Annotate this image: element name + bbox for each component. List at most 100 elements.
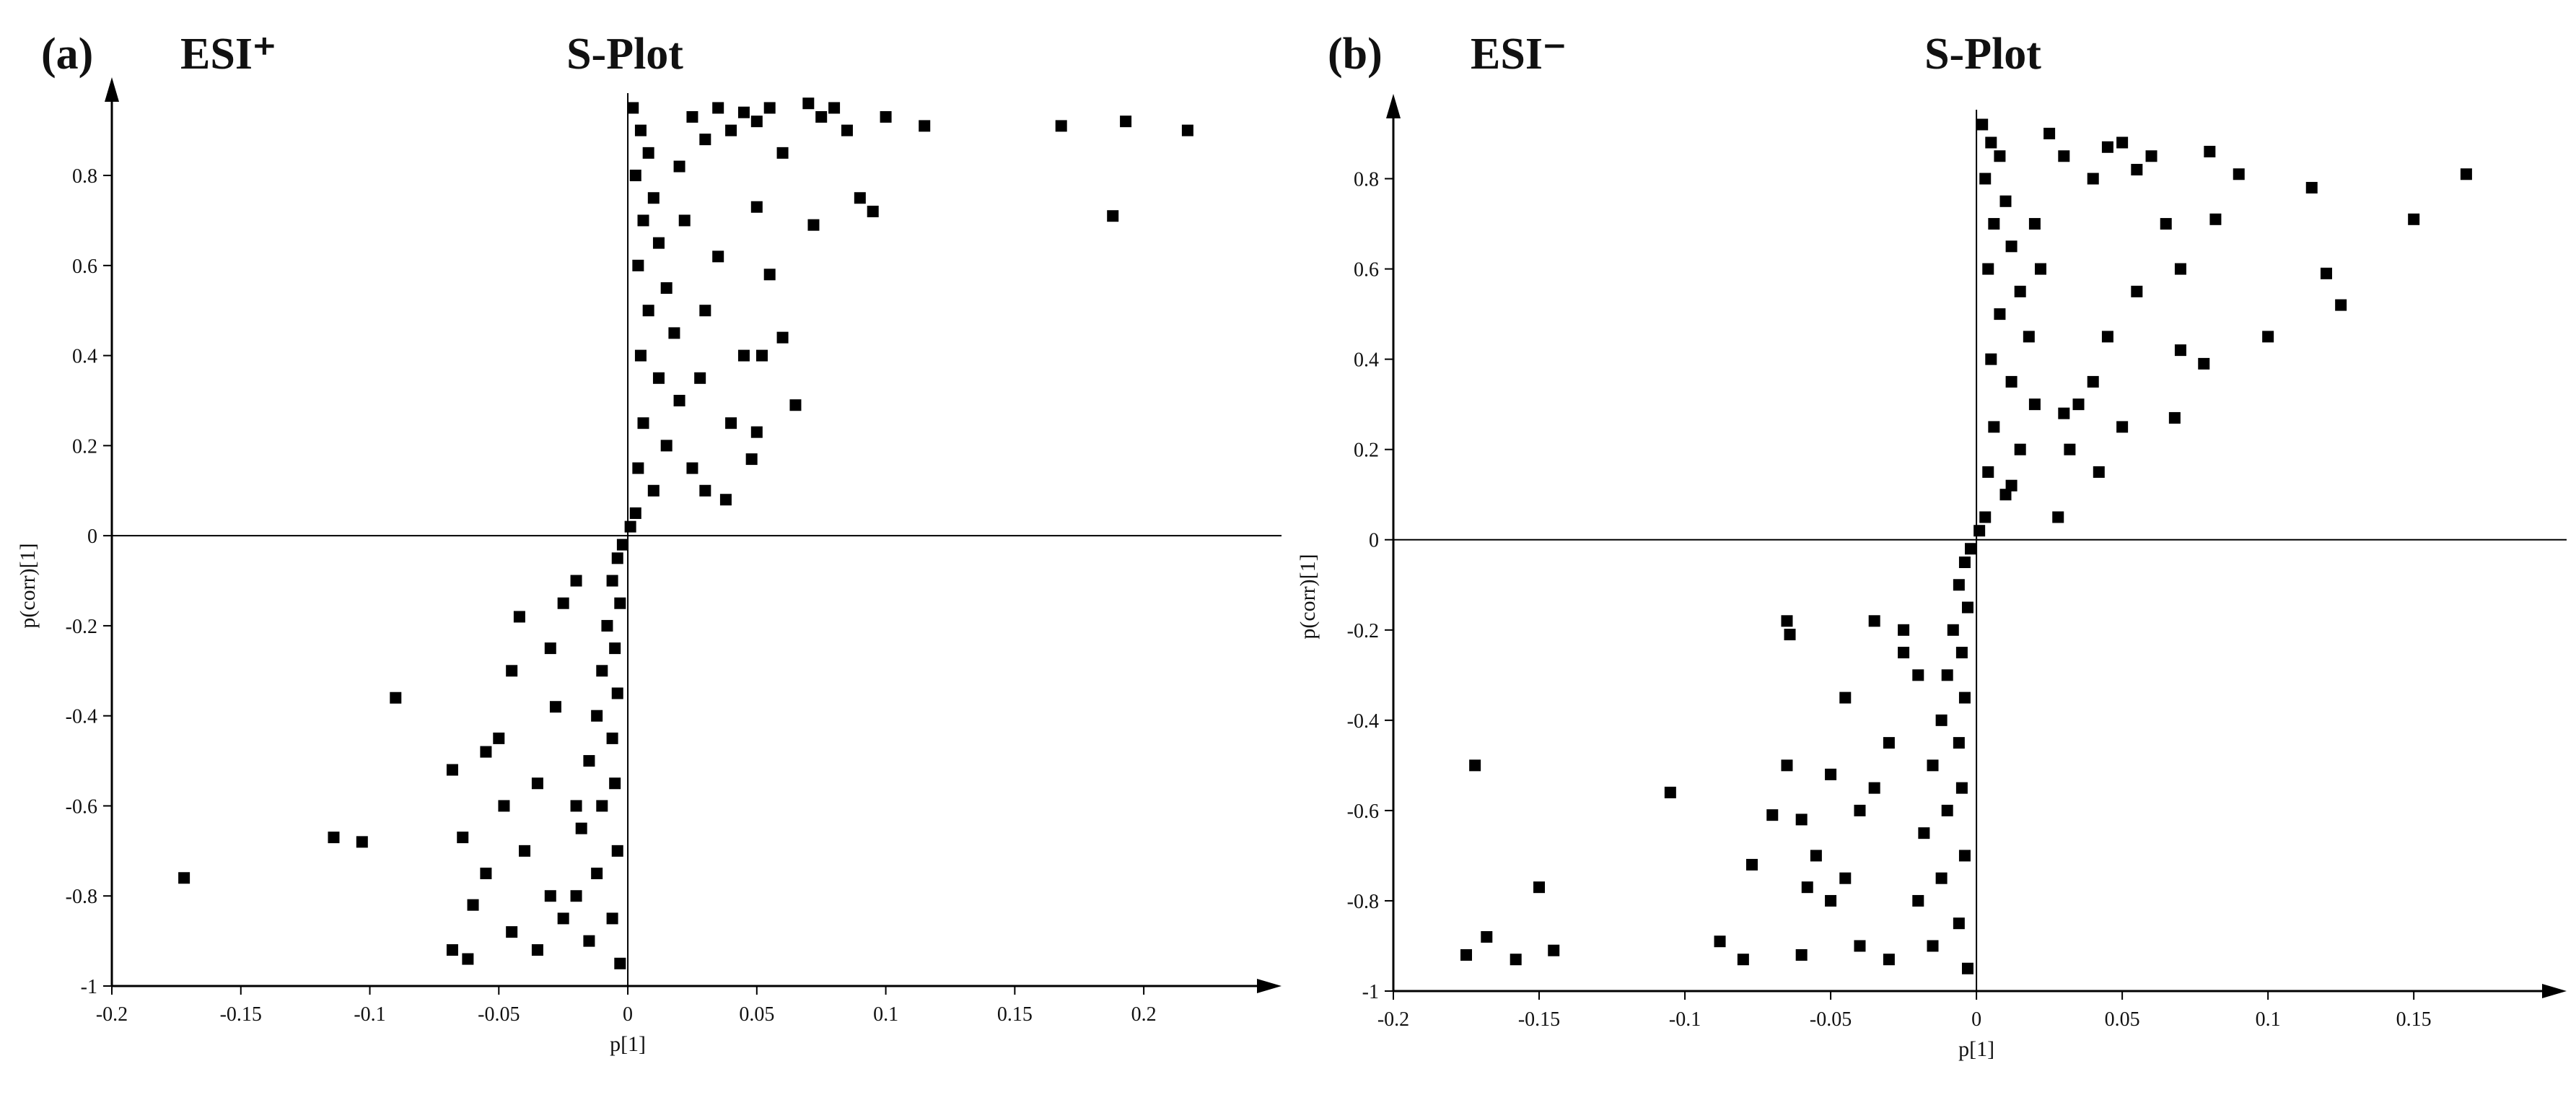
point — [627, 102, 639, 114]
point — [637, 417, 649, 429]
y-tick-label: 0.4 — [1354, 349, 1379, 372]
point — [745, 453, 758, 466]
point — [1714, 935, 1726, 948]
point — [2116, 421, 2129, 433]
point — [776, 147, 789, 159]
point — [2174, 263, 2186, 275]
x-tick-label: -0.1 — [354, 1003, 385, 1026]
point — [606, 575, 618, 587]
point — [2028, 218, 2041, 230]
point — [807, 219, 820, 231]
point — [1958, 557, 1971, 569]
point — [719, 494, 732, 506]
point — [2131, 285, 2143, 297]
point — [1737, 954, 1749, 966]
point — [2087, 375, 2099, 388]
point — [1941, 804, 1953, 816]
point — [776, 331, 789, 344]
x-tick-label: 0 — [1971, 1008, 1981, 1031]
point — [725, 417, 737, 429]
point — [2160, 218, 2172, 230]
point — [828, 102, 841, 114]
point — [1795, 948, 1808, 961]
y-tick-label: 0.2 — [72, 435, 97, 458]
ion-mode: ESI⁺ — [180, 30, 276, 79]
point — [2005, 240, 2018, 253]
point — [750, 115, 763, 128]
y-tick-label: -0.2 — [1347, 620, 1379, 642]
x-tick-label: 0.15 — [2396, 1008, 2432, 1031]
point — [583, 935, 595, 947]
point — [557, 912, 569, 925]
point — [356, 836, 368, 848]
point — [660, 440, 673, 452]
point — [1107, 210, 1119, 222]
y-tick-label: -1 — [81, 976, 97, 998]
point — [637, 214, 649, 227]
point — [1868, 782, 1880, 794]
point — [2305, 182, 2318, 194]
point — [737, 349, 750, 362]
point — [1965, 543, 1977, 555]
point — [606, 732, 618, 744]
point — [1999, 195, 2012, 207]
point — [606, 912, 618, 925]
point — [1979, 173, 1992, 185]
point — [629, 170, 641, 182]
point — [2005, 375, 2018, 388]
point — [1982, 263, 1994, 275]
point — [2058, 407, 2070, 419]
point — [1953, 579, 1965, 591]
point — [1958, 692, 1971, 704]
point — [1953, 737, 1965, 749]
point — [544, 642, 556, 655]
point — [446, 764, 458, 776]
point — [1801, 881, 1813, 894]
point — [699, 134, 711, 146]
x-tick-label: -0.2 — [1377, 1008, 1409, 1031]
point — [1825, 894, 1837, 907]
point — [2014, 443, 2026, 455]
x-tick-label: 0.15 — [997, 1003, 1033, 1026]
x-axis-title: p[1] — [1958, 1037, 1994, 1061]
point — [1935, 872, 1948, 884]
point — [1898, 624, 1910, 636]
point — [1985, 353, 1997, 365]
point — [531, 777, 543, 790]
point — [755, 349, 768, 362]
point — [611, 845, 623, 857]
point — [1839, 872, 1852, 884]
y-tick-label: 0 — [87, 525, 97, 548]
point — [178, 872, 190, 884]
point — [1781, 759, 1793, 772]
x-tick-label: -0.2 — [96, 1003, 128, 1026]
point — [1883, 737, 1895, 749]
point — [1999, 489, 2012, 501]
point — [609, 642, 621, 655]
point — [634, 124, 647, 136]
chart-title: S-Plot — [566, 30, 683, 79]
point — [557, 597, 569, 609]
x-tick-label: 0.1 — [873, 1003, 898, 1026]
y-tick-label: 0.4 — [72, 346, 97, 368]
point — [1994, 150, 2006, 162]
x-tick-label: -0.15 — [220, 1003, 262, 1026]
point — [544, 890, 556, 902]
point — [2028, 398, 2041, 411]
x-axis-arrow — [2542, 984, 2567, 998]
point — [616, 538, 628, 551]
point — [1854, 940, 1866, 952]
point — [1988, 421, 2000, 433]
x-tick-label: 0.1 — [2256, 1008, 2281, 1031]
y-axis-title: p(corr)[1] — [1296, 554, 1320, 639]
point — [1955, 647, 1968, 659]
point — [647, 192, 660, 204]
point — [457, 832, 469, 844]
point — [815, 110, 828, 123]
point — [1918, 827, 1930, 839]
point — [1781, 615, 1793, 627]
point — [2005, 479, 2018, 492]
point — [841, 124, 853, 136]
point — [1898, 647, 1910, 659]
point — [2093, 466, 2105, 478]
